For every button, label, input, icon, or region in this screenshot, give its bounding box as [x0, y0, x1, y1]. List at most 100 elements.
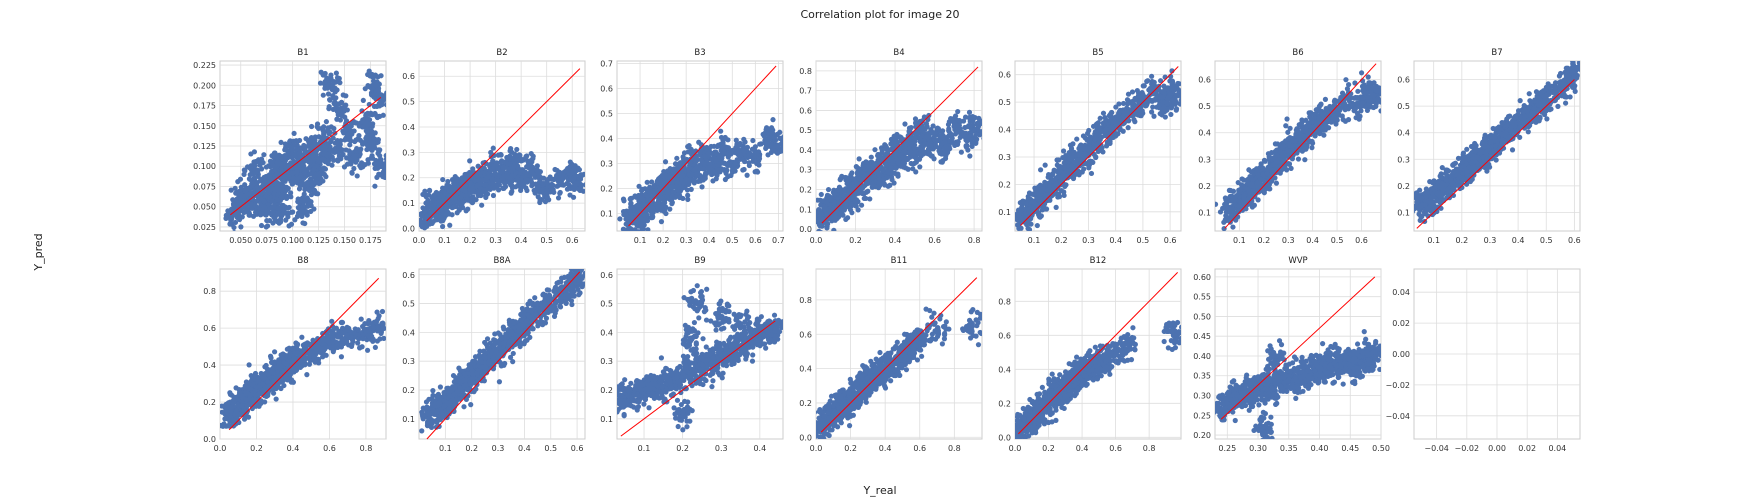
scatter-point	[341, 164, 348, 170]
scatter-point	[555, 195, 562, 201]
scatter-point	[331, 147, 337, 153]
y-tick-label: 0.7	[600, 60, 613, 69]
scatter-point	[1045, 174, 1051, 180]
scatter-point	[387, 104, 392, 109]
scatter-point	[426, 188, 433, 194]
scatter-point	[734, 157, 740, 163]
figure-ylabel: Y_pred	[32, 233, 45, 271]
scatter-point	[885, 183, 891, 189]
scatter-point	[247, 176, 253, 183]
scatter-point	[269, 186, 276, 192]
figure-xlabel: Y_real	[862, 484, 896, 497]
y-tick-label: 0.4	[402, 123, 415, 132]
scatter-point	[1060, 148, 1067, 154]
scatter-point	[695, 164, 701, 170]
scatter-point	[265, 187, 271, 194]
scatter-point	[349, 169, 355, 176]
x-tick-label: 0.100	[281, 236, 304, 245]
scatter-point	[962, 114, 969, 120]
scatter-point	[539, 188, 545, 194]
scatter-point	[544, 179, 550, 185]
scatter-point	[282, 147, 288, 153]
scatter-point	[467, 158, 473, 164]
scatter-point	[333, 70, 339, 76]
x-tick-label: 0.3	[1082, 236, 1095, 245]
scatter-point	[305, 197, 311, 203]
scatter-point	[523, 153, 529, 160]
scatter-point	[347, 131, 353, 137]
scatter-point	[842, 187, 848, 193]
scatter-point	[576, 167, 583, 173]
scatter-point	[1088, 170, 1095, 177]
scatter-point	[932, 141, 938, 148]
scatter-point	[854, 164, 860, 170]
scatter-point	[462, 188, 468, 194]
scatter-point	[661, 168, 667, 175]
scatter-point	[1071, 173, 1077, 179]
scatter-point	[269, 198, 275, 204]
scatter-point	[355, 136, 361, 142]
scatter-point	[1056, 167, 1063, 174]
scatter-point	[686, 165, 693, 171]
scatter-point	[501, 180, 508, 186]
scatter-point	[332, 140, 338, 146]
y-tick-label: 0.1	[600, 210, 613, 219]
scatter-point	[325, 91, 332, 97]
y-tick-label: 0.4	[998, 126, 1011, 135]
scatter-point	[914, 124, 920, 131]
scatter-point	[370, 143, 377, 149]
scatter-point	[1053, 181, 1059, 187]
scatter-point	[261, 152, 267, 158]
scatter-point	[1042, 162, 1048, 168]
scatter-point	[308, 123, 315, 130]
scatter-point	[975, 127, 981, 133]
y-tick-label: 0.025	[193, 223, 216, 232]
scatter-point	[529, 169, 535, 175]
scatter-point	[664, 168, 671, 174]
scatter-point	[1015, 212, 1022, 218]
scatter-point	[533, 167, 539, 173]
scatter-point	[890, 154, 896, 160]
x-tick-label: 0.6	[928, 236, 941, 245]
scatter-point	[699, 184, 705, 190]
scatter-point	[488, 149, 494, 156]
scatter-point	[242, 188, 248, 194]
x-tick-label: 0.3	[680, 236, 693, 245]
scatter-point	[715, 167, 721, 173]
scatter-point	[966, 135, 972, 141]
scatter-point	[869, 169, 875, 175]
scatter-point	[529, 183, 535, 189]
scatter-point	[855, 188, 861, 194]
scatter-point	[259, 190, 266, 196]
scatter-point	[683, 178, 689, 184]
y-tick-label: 0.7	[799, 87, 812, 96]
scatter-point	[971, 127, 977, 133]
scatter-point	[342, 137, 348, 143]
scatter-point	[952, 113, 959, 119]
scatter-point	[445, 178, 451, 185]
scatter-point	[499, 169, 505, 175]
y-tick-label: 0.2	[799, 185, 812, 194]
scatter-point	[566, 170, 572, 177]
scatter-point	[849, 210, 855, 216]
scatter-point	[336, 75, 342, 82]
scatter-point	[946, 128, 952, 134]
scatter-point	[631, 205, 637, 211]
scatter-point	[674, 184, 680, 190]
scatter-point	[1053, 204, 1059, 210]
scatter-point	[526, 164, 532, 171]
scatter-point	[1062, 159, 1068, 165]
scatter-point	[450, 204, 456, 210]
scatter-point	[981, 136, 982, 141]
scatter-point	[498, 152, 504, 158]
scatter-point	[1037, 167, 1044, 173]
subplot-b1: 0.050 0.075 0.100 0.125 0.150 0.1750.0250.050…	[193, 48, 395, 245]
scatter-point	[325, 158, 332, 164]
scatter-point	[454, 177, 460, 183]
scatter-point	[659, 195, 666, 201]
scatter-point	[390, 106, 395, 111]
scatter-points	[617, 117, 783, 231]
scatter-point	[930, 123, 936, 129]
scatter-point	[223, 212, 229, 218]
